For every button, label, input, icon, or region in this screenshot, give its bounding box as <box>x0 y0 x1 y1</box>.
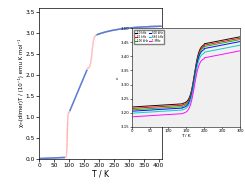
Legend: 10 kHz, 55 kHz, 100 kHz, 500 kHz, 666 kHz, 1 MHz: 10 kHz, 55 kHz, 100 kHz, 500 kHz, 666 kH… <box>134 30 164 44</box>
X-axis label: T / K: T / K <box>92 169 109 178</box>
X-axis label: T / K: T / K <box>181 134 191 138</box>
Y-axis label: χₘ(dimer)T / (10⁻¹) emu K mol⁻¹: χₘ(dimer)T / (10⁻¹) emu K mol⁻¹ <box>18 39 24 127</box>
Y-axis label: εᵣ: εᵣ <box>116 76 120 79</box>
